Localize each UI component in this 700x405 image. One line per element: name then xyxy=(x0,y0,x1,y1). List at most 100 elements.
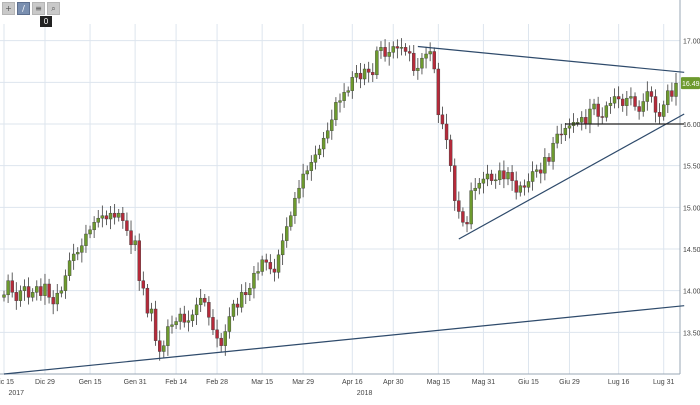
x-tick-label: Mag 15 xyxy=(427,379,450,386)
candle-body xyxy=(502,170,506,180)
candle-body xyxy=(588,108,592,125)
triangle-upper-line xyxy=(417,45,685,73)
candle-body xyxy=(129,230,133,246)
candle-body xyxy=(547,157,551,162)
candle-body xyxy=(477,182,482,189)
candle-body xyxy=(539,169,543,174)
candle-body xyxy=(662,104,666,117)
candle-body xyxy=(633,96,637,107)
candle-body xyxy=(18,290,23,301)
candle-body xyxy=(39,286,43,296)
candle-body xyxy=(268,262,273,270)
candle-body xyxy=(149,308,154,314)
x-tick-label: Dic 15 xyxy=(0,379,14,386)
candle-body xyxy=(358,72,363,80)
candle-body xyxy=(621,98,625,106)
candle-body xyxy=(182,313,186,323)
fibonacci-icon[interactable]: ≡ xyxy=(32,2,45,15)
candle-body xyxy=(514,180,518,193)
y-tick-label: 15.50 xyxy=(683,164,700,171)
candle-body xyxy=(362,68,367,80)
candle-body xyxy=(239,292,244,308)
candle-body xyxy=(350,77,354,91)
candle-body xyxy=(338,100,342,103)
candle-body xyxy=(207,302,211,318)
candle-body xyxy=(162,345,166,352)
candle-body xyxy=(657,112,662,117)
long-support-line xyxy=(3,305,685,375)
candle-body xyxy=(371,72,375,76)
x-tick-label: Lug 31 xyxy=(653,379,675,386)
candle-body xyxy=(141,280,146,289)
candle-body xyxy=(326,130,330,139)
candle-body xyxy=(76,252,80,255)
candle-body xyxy=(289,215,293,227)
candle-body xyxy=(174,321,178,326)
candle-body xyxy=(2,294,6,298)
candle-body xyxy=(407,51,412,54)
candle-body xyxy=(170,324,174,327)
candle-body xyxy=(461,211,465,223)
candle-body xyxy=(51,297,55,305)
candle-body xyxy=(592,103,596,110)
candle-body xyxy=(412,52,416,71)
candle-body xyxy=(67,260,72,276)
candle-body xyxy=(227,316,232,332)
candle-body xyxy=(555,133,559,144)
candle-body xyxy=(198,297,203,306)
candle-body xyxy=(465,222,469,225)
candle-body xyxy=(432,51,436,70)
candle-body xyxy=(96,217,100,223)
candle-body xyxy=(575,122,580,124)
candle-body xyxy=(559,133,563,136)
year-label: 2018 xyxy=(357,390,373,397)
crosshair-icon[interactable]: + xyxy=(2,2,15,15)
x-tick-label: Apr 30 xyxy=(383,379,404,386)
candle-body xyxy=(276,254,281,273)
candle-body xyxy=(551,142,555,162)
candle-body xyxy=(612,96,617,104)
candle-body xyxy=(272,268,277,273)
candle-body xyxy=(256,271,260,274)
candle-body xyxy=(584,117,588,125)
candle-body xyxy=(71,253,76,261)
candle-body xyxy=(645,91,650,102)
candle-body xyxy=(317,148,322,156)
candle-body xyxy=(137,240,141,281)
candle-body xyxy=(534,169,539,172)
candle-body xyxy=(506,172,510,180)
candle-body xyxy=(416,67,420,71)
candle-body xyxy=(203,297,207,303)
draw-line-icon[interactable]: ∕ xyxy=(17,2,30,15)
candle-body xyxy=(59,290,64,294)
candle-body xyxy=(158,340,162,352)
candle-body xyxy=(485,173,490,180)
candle-body xyxy=(80,245,84,253)
candle-body xyxy=(301,173,305,189)
candle-body xyxy=(334,102,338,121)
candle-body xyxy=(100,215,105,219)
candle-body xyxy=(440,114,445,125)
candle-body xyxy=(108,212,113,220)
x-tick-label: Mar 15 xyxy=(251,379,273,386)
candle-body xyxy=(330,119,334,131)
x-tick-label: Feb 14 xyxy=(165,379,187,386)
candle-body xyxy=(629,96,633,99)
candle-body xyxy=(424,53,428,59)
candle-body xyxy=(43,283,47,296)
candle-body xyxy=(88,229,92,235)
candle-body xyxy=(641,101,645,112)
candle-body xyxy=(264,259,268,263)
y-tick-label: 16.00 xyxy=(683,122,700,129)
zoom-icon[interactable]: ⌕ xyxy=(47,2,60,15)
candle-body xyxy=(30,292,35,298)
y-tick-label: 14.00 xyxy=(683,289,700,296)
candle-body xyxy=(596,103,600,117)
candle-body xyxy=(457,200,461,212)
candle-body xyxy=(510,172,514,181)
candle-body xyxy=(403,47,408,52)
candle-body xyxy=(84,233,88,246)
candle-body xyxy=(448,139,453,166)
candle-body xyxy=(498,170,502,181)
